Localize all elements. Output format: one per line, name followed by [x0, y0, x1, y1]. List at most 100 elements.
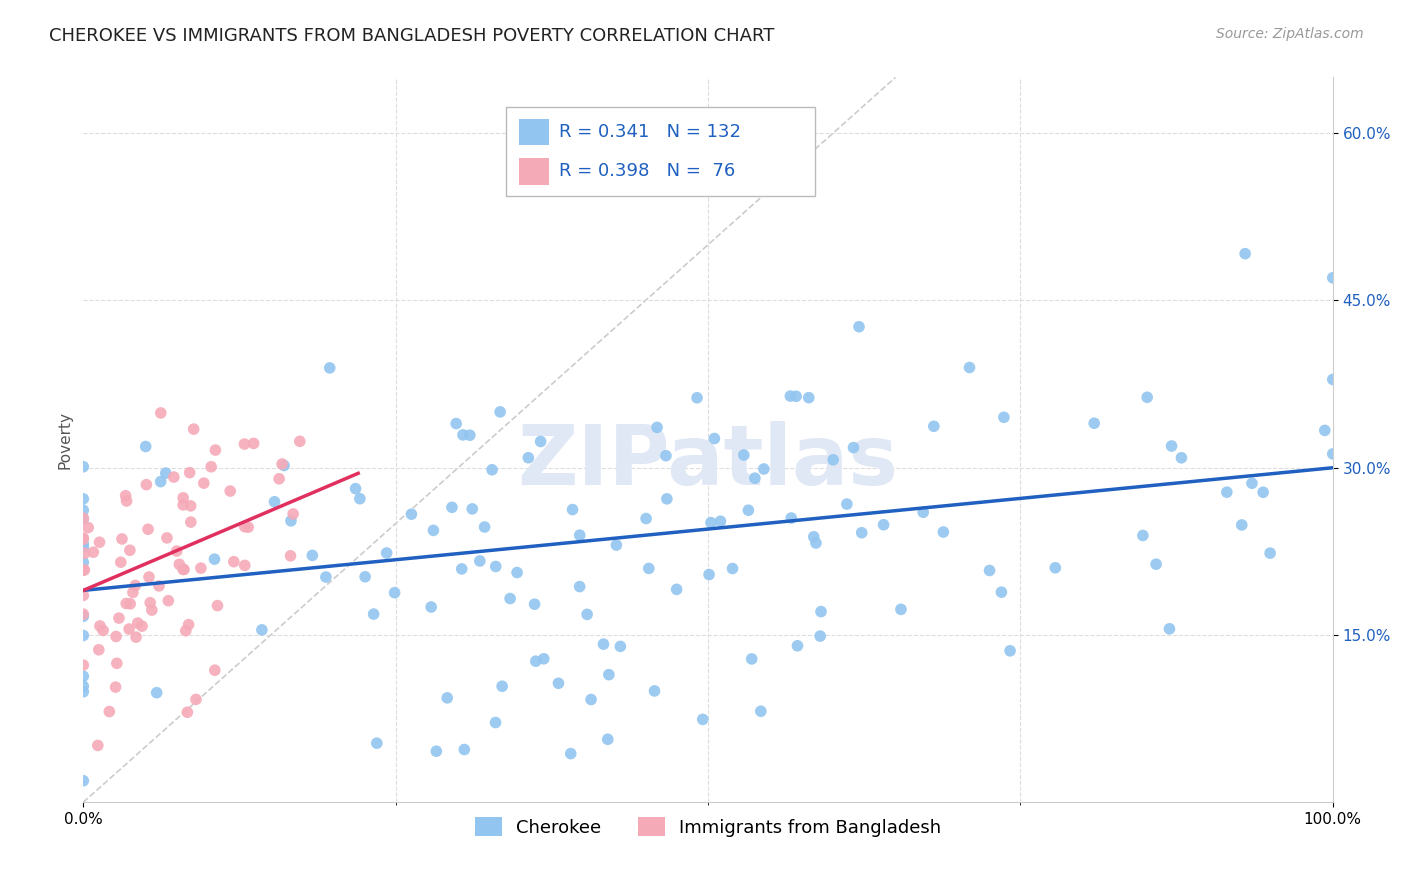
Point [1234, 246, 1257, 260]
Point [1216, 485, 1239, 500]
Point [592, 637, 614, 651]
Point [122, 585, 145, 599]
Point [72, 491, 94, 506]
Point [655, 491, 678, 506]
Point [263, 495, 285, 509]
Point [1160, 439, 1182, 453]
Point [141, 603, 163, 617]
Point [686, 391, 709, 405]
Point [281, 507, 304, 521]
Point [176, 705, 198, 719]
Point [72, 533, 94, 547]
Point [131, 619, 153, 633]
Point [474, 520, 496, 534]
Point [115, 597, 138, 611]
Point [89, 619, 111, 633]
Point [1045, 561, 1067, 575]
Point [233, 558, 256, 573]
Point [135, 440, 157, 454]
Point [655, 449, 678, 463]
Point [703, 432, 725, 446]
Point [1230, 518, 1253, 533]
Point [72, 555, 94, 569]
Point [842, 441, 865, 455]
Point [72, 459, 94, 474]
Point [172, 562, 194, 576]
Point [1132, 528, 1154, 542]
Point [190, 561, 212, 575]
Point [173, 562, 195, 576]
Point [118, 543, 141, 558]
Point [1313, 424, 1336, 438]
Point [998, 644, 1021, 658]
Point [823, 452, 845, 467]
Point [636, 511, 658, 525]
Point [363, 607, 385, 621]
Point [87, 739, 110, 753]
Point [136, 522, 159, 536]
Point [709, 514, 731, 528]
Point [207, 599, 229, 613]
Point [72, 512, 94, 526]
Point [803, 530, 825, 544]
Point [780, 511, 803, 525]
Point [72, 511, 94, 525]
Point [82, 545, 104, 559]
Point [108, 611, 131, 625]
Point [174, 624, 197, 638]
Point [692, 712, 714, 726]
Point [124, 578, 146, 592]
Point [420, 599, 443, 614]
Point [436, 690, 458, 705]
Point [72, 773, 94, 788]
Point [804, 536, 827, 550]
Point [453, 742, 475, 756]
Point [72, 531, 94, 545]
Point [491, 679, 513, 693]
Point [148, 579, 170, 593]
Point [1159, 622, 1181, 636]
Point [204, 443, 226, 458]
Point [280, 514, 302, 528]
Point [665, 582, 688, 597]
Point [177, 617, 200, 632]
Point [115, 494, 138, 508]
Point [156, 531, 179, 545]
Point [1258, 546, 1281, 560]
Point [91, 624, 114, 638]
Text: R = 0.398   N =  76: R = 0.398 N = 76 [558, 162, 735, 180]
Y-axis label: Poverty: Poverty [58, 411, 72, 469]
Point [979, 564, 1001, 578]
Point [401, 507, 423, 521]
Point [932, 524, 955, 539]
Point [72, 563, 94, 577]
Point [319, 360, 342, 375]
Point [166, 544, 188, 558]
Point [72, 628, 94, 642]
Point [73, 546, 96, 560]
Point [481, 463, 503, 477]
Point [149, 406, 172, 420]
Point [163, 470, 186, 484]
Point [104, 680, 127, 694]
Point [1322, 270, 1344, 285]
Point [180, 515, 202, 529]
Point [1322, 447, 1344, 461]
Point [375, 546, 398, 560]
Point [912, 505, 935, 519]
Legend: Cherokee, Immigrants from Bangladesh: Cherokee, Immigrants from Bangladesh [468, 810, 949, 844]
Text: R = 0.341   N = 132: R = 0.341 N = 132 [558, 123, 741, 141]
Point [200, 459, 222, 474]
Point [233, 519, 256, 533]
Point [810, 605, 832, 619]
Point [872, 517, 894, 532]
Point [530, 434, 553, 449]
Point [77, 520, 100, 534]
Point [890, 602, 912, 616]
Point [172, 491, 194, 505]
Point [517, 450, 540, 465]
Point [444, 417, 467, 431]
Point [183, 422, 205, 436]
Point [568, 528, 591, 542]
Point [700, 516, 723, 530]
